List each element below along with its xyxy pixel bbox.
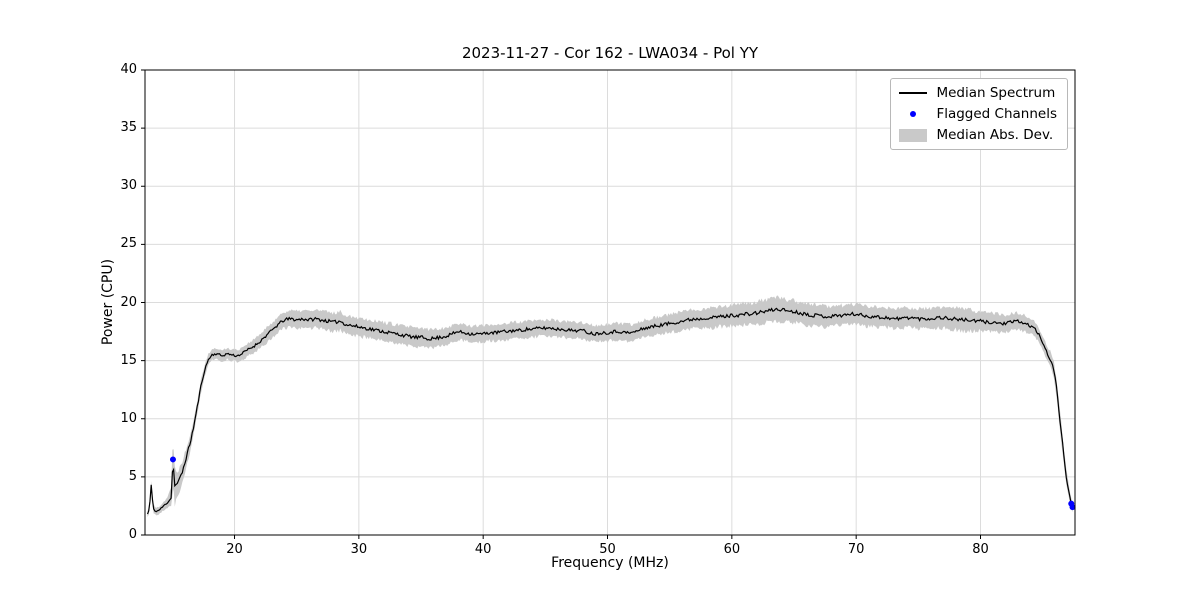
y-tick-label: 30 (120, 178, 137, 194)
x-tick-label: 40 (474, 542, 492, 557)
median-spectrum-line-swatch (899, 92, 928, 94)
legend: Median Spectrum Flagged Channels Median … (890, 78, 1068, 150)
legend-item-median-abs-dev: Median Abs. Dev. (899, 127, 1057, 143)
y-tick-label: 0 (128, 527, 137, 542)
x-tick-label: 80 (972, 542, 989, 557)
legend-label: Median Spectrum (936, 85, 1056, 101)
chart-title: 2023-11-27 - Cor 162 - LWA034 - Pol YY (461, 44, 759, 62)
x-tick-label: 60 (723, 542, 741, 557)
y-tick-label: 5 (128, 468, 137, 484)
y-tick-label: 40 (120, 62, 137, 77)
y-tick-label: 25 (120, 236, 137, 252)
y-tick-label: 35 (120, 120, 137, 136)
x-tick-label: 50 (599, 542, 616, 557)
legend-label: Median Abs. Dev. (936, 127, 1054, 143)
x-tick-label: 20 (226, 542, 243, 557)
flagged-channels-marker-swatch (899, 108, 927, 120)
legend-label: Flagged Channels (936, 106, 1057, 122)
y-tick-label: 20 (120, 294, 137, 310)
legend-item-median-spectrum: Median Spectrum (899, 85, 1057, 101)
median-abs-dev-patch-swatch (899, 128, 928, 142)
y-tick-label: 15 (120, 352, 137, 368)
x-tick-label: 30 (350, 542, 368, 557)
x-tick-label: 70 (847, 542, 865, 557)
x-axis-label: Frequency (MHz) (551, 555, 669, 571)
y-tick-label: 10 (120, 410, 137, 426)
legend-item-flagged-channels: Flagged Channels (899, 106, 1057, 122)
